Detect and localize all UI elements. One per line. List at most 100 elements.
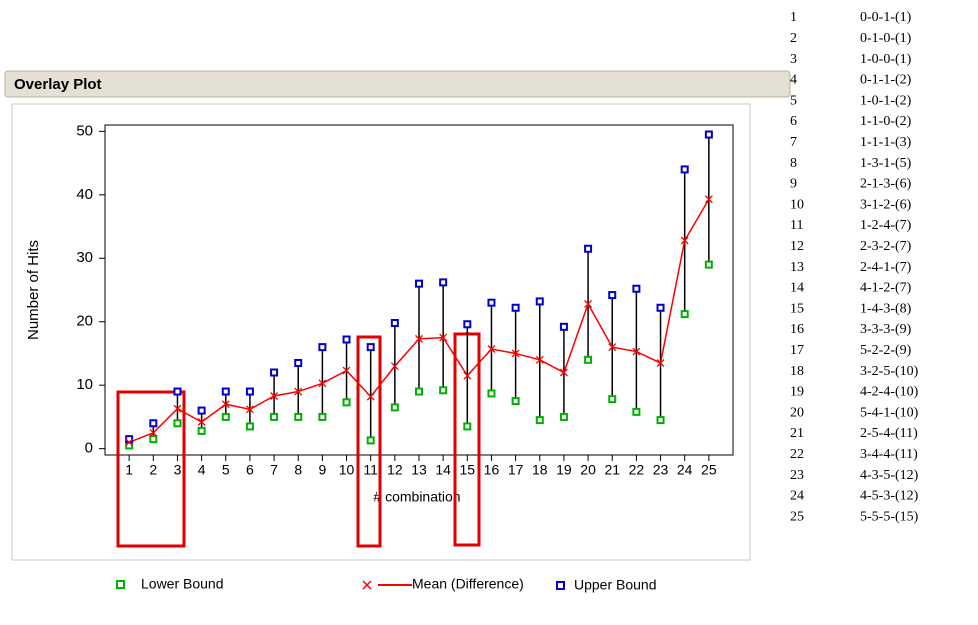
x-tick-label: 9 <box>318 462 326 478</box>
marker <box>366 343 375 352</box>
x-tick-label: 17 <box>508 462 524 478</box>
table-cell: 1-0-1-(2) <box>860 93 912 108</box>
table-cell: 25 <box>790 509 804 524</box>
mean-marker <box>270 392 279 400</box>
x-tick-label: 25 <box>701 462 717 478</box>
table-cell: 3 <box>790 52 797 67</box>
marker <box>608 395 617 404</box>
marker <box>535 297 544 306</box>
table-cell: 2-4-1-(7) <box>860 260 912 275</box>
marker <box>559 322 568 331</box>
mean-marker <box>149 428 158 437</box>
y-tick-label: 30 <box>76 249 93 266</box>
table-cell: 23 <box>790 468 804 483</box>
marker <box>390 403 399 412</box>
marker <box>511 303 520 312</box>
table-cell: 4 <box>790 73 797 88</box>
marker <box>487 298 496 307</box>
header-title: Overlay Plot <box>14 76 102 93</box>
legend-label: Lower Bound <box>141 576 224 592</box>
mean-marker <box>294 387 303 396</box>
table-cell: 17 <box>790 343 804 358</box>
mean-marker <box>680 236 689 245</box>
table-cell: 3-1-2-(6) <box>860 197 912 212</box>
mean-marker <box>318 379 327 388</box>
table-cell: 5 <box>790 93 797 108</box>
marker <box>390 319 399 327</box>
marker <box>680 310 689 319</box>
table-cell: 12 <box>790 239 804 254</box>
mean-marker <box>463 371 472 380</box>
marker <box>342 398 351 407</box>
marker <box>173 387 182 396</box>
x-tick-label: 21 <box>604 462 620 478</box>
table-cell: 6 <box>790 114 797 129</box>
x-tick-label: 3 <box>174 462 182 478</box>
table-cell: 3-2-5-(10) <box>860 364 919 379</box>
x-tick-label: 18 <box>532 462 548 478</box>
marker <box>270 412 279 421</box>
table-cell: 1-0-0-(1) <box>860 52 912 67</box>
mean-marker <box>366 392 375 401</box>
marker <box>656 303 665 312</box>
legend-label: Upper Bound <box>574 577 657 593</box>
marker <box>415 279 423 288</box>
table-cell: 1-4-3-(8) <box>860 301 912 316</box>
marker <box>608 291 617 300</box>
marker <box>680 165 689 174</box>
mean-marker <box>584 300 593 308</box>
marker <box>318 343 327 352</box>
highlight-box <box>356 335 382 548</box>
x-tick-label: 20 <box>580 462 596 478</box>
table-cell: 9 <box>790 177 797 192</box>
table-cell: 1-1-1-(3) <box>860 135 912 150</box>
marker <box>632 407 641 416</box>
mean-marker <box>173 404 182 413</box>
x-tick-label: 7 <box>270 462 278 478</box>
highlight-box <box>116 390 186 548</box>
mean-marker <box>439 333 448 342</box>
mean-marker <box>704 195 713 204</box>
legend-swatch <box>116 580 125 589</box>
mean-marker <box>197 418 206 426</box>
table-cell: 1 <box>790 10 797 25</box>
mean-marker <box>656 359 665 367</box>
table-cell: 16 <box>790 322 804 337</box>
x-tick-label: 19 <box>556 462 572 478</box>
marker <box>535 416 544 425</box>
x-tick-label: 11 <box>363 462 378 478</box>
mean-marker <box>125 438 134 447</box>
marker <box>125 435 134 444</box>
mean-marker <box>632 347 641 356</box>
mean-marker <box>511 349 520 358</box>
table-cell: 24 <box>790 489 804 504</box>
x-tick-label: 14 <box>435 462 451 478</box>
x-tick-label: 1 <box>125 462 133 478</box>
table-cell: 1-1-0-(2) <box>860 114 912 129</box>
y-tick-label: 50 <box>76 122 93 139</box>
marker <box>294 412 303 421</box>
table-cell: 20 <box>790 405 804 420</box>
table-cell: 8 <box>790 156 797 171</box>
x-tick-label: 4 <box>198 462 206 478</box>
table-cell: 4-5-3-(12) <box>860 489 919 504</box>
x-tick-label: 15 <box>460 462 476 478</box>
mean-marker <box>390 362 399 371</box>
marker <box>366 436 375 445</box>
table-cell: 13 <box>790 260 804 275</box>
mean-marker <box>221 400 230 409</box>
table-cell: 22 <box>790 447 804 462</box>
x-axis-title: # combination <box>373 489 460 505</box>
marker <box>149 419 158 428</box>
mean-marker <box>415 334 423 343</box>
table-cell: 0-1-0-(1) <box>860 31 912 46</box>
marker <box>487 389 496 398</box>
x-tick-label: 10 <box>339 462 355 478</box>
table-cell: 4-2-4-(10) <box>860 385 919 400</box>
marker <box>149 435 158 444</box>
marker <box>704 130 713 139</box>
marker <box>511 397 520 406</box>
marker <box>463 422 472 431</box>
table-cell: 5-4-1-(10) <box>860 405 919 420</box>
